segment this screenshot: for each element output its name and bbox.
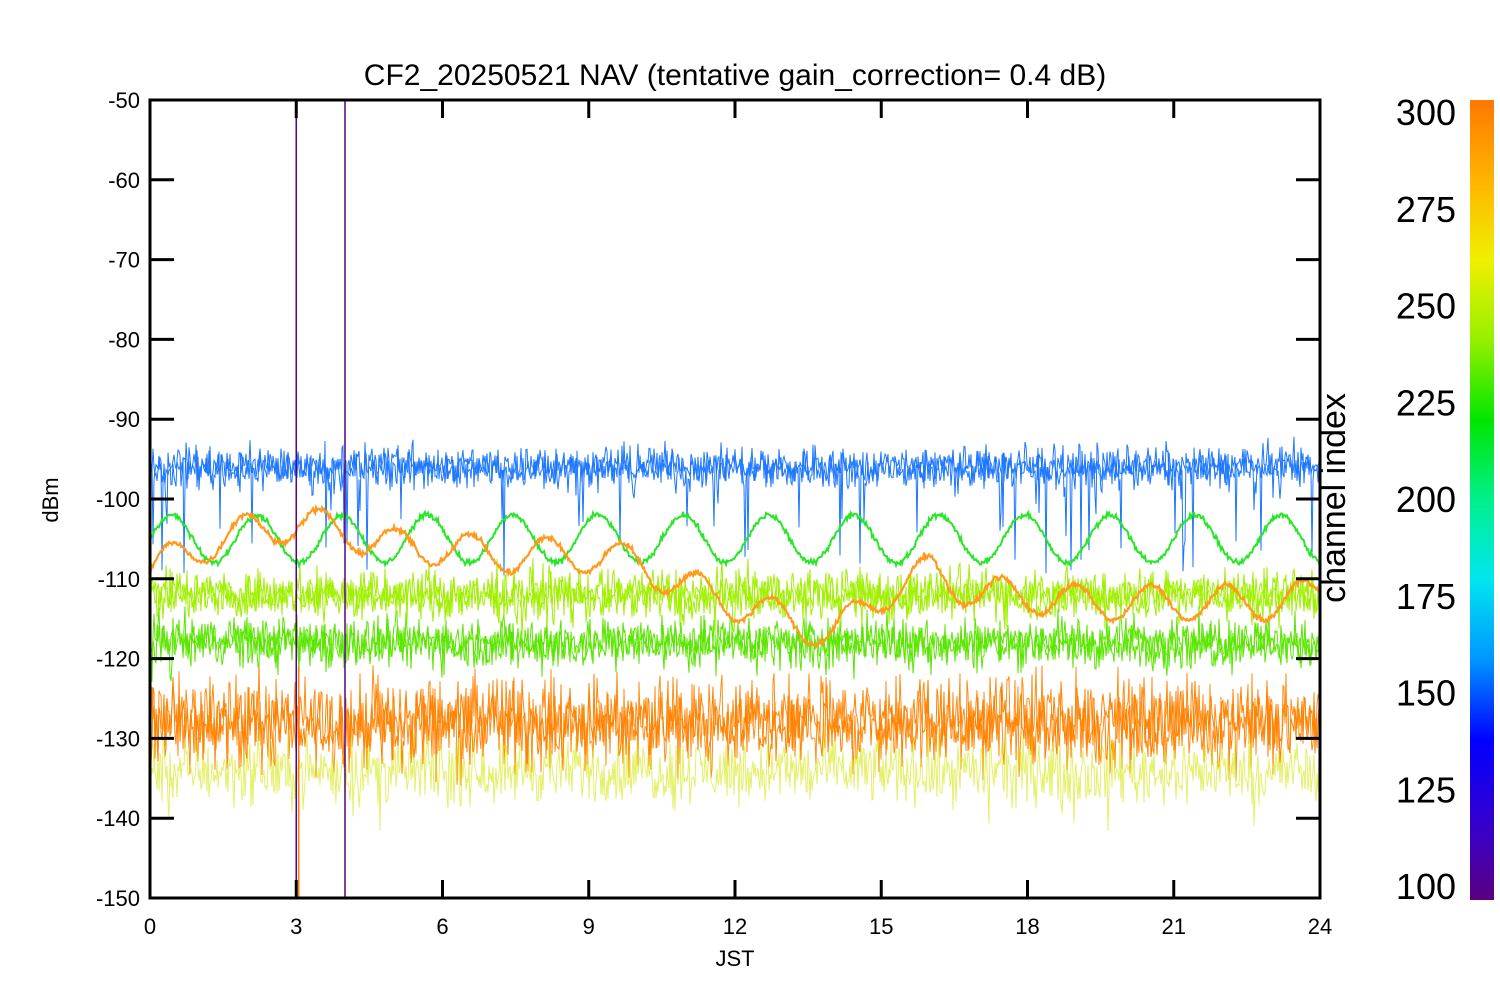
x-tick-label: 21 xyxy=(1162,914,1186,939)
colorbar-tick-label: 125 xyxy=(1396,769,1456,810)
x-tick-label: 24 xyxy=(1308,914,1332,939)
colorbar-tick-label: 200 xyxy=(1396,479,1456,520)
x-tick-label: 3 xyxy=(290,914,302,939)
x-tick-label: 6 xyxy=(436,914,448,939)
y-tick-label: -60 xyxy=(108,168,140,193)
y-tick-label: -140 xyxy=(96,806,140,831)
colorbar-tick-label: 100 xyxy=(1396,866,1456,907)
colorbar-ticks: 300 275 250 225 200 175 150 125 100 xyxy=(1396,92,1456,907)
y-axis-label: dBm xyxy=(38,477,63,522)
y-tick-label: -120 xyxy=(96,647,140,672)
y-tick-label: -70 xyxy=(108,248,140,273)
x-tick-label: 18 xyxy=(1015,914,1039,939)
colorbar-tick-label: 275 xyxy=(1396,189,1456,230)
y-tick-label: -90 xyxy=(108,407,140,432)
y-tick-label: -110 xyxy=(98,567,140,592)
colorbar-tick-label: 250 xyxy=(1396,286,1456,327)
x-axis-label: JST xyxy=(715,946,754,971)
x-tick-label: 15 xyxy=(869,914,893,939)
x-tick-label: 0 xyxy=(144,914,156,939)
colorbar-tick-label: 150 xyxy=(1396,673,1456,714)
x-tick-label: 12 xyxy=(723,914,747,939)
axes: 0 3 6 9 12 15 18 21 24 -50 -60 -70 -80 -90 -100 -110 -12… xyxy=(96,88,1332,939)
colorbar-tick-label: 225 xyxy=(1396,382,1456,423)
y-tick-label: -80 xyxy=(108,327,140,352)
plot-area xyxy=(150,100,1320,898)
y-tick-label: -50 xyxy=(108,88,140,113)
y-tick-label: -100 xyxy=(96,487,140,512)
y-tick-label: -130 xyxy=(96,726,140,751)
y-tick-label: -150 xyxy=(96,886,140,911)
colorbar xyxy=(1470,100,1494,900)
x-tick-label: 9 xyxy=(583,914,595,939)
colorbar-tick-label: 300 xyxy=(1396,92,1456,133)
colorbar-tick-label: 175 xyxy=(1396,576,1456,617)
chart-title: CF2_20250521 NAV (tentative gain_correct… xyxy=(364,59,1106,92)
colorbar-label: channel index xyxy=(1315,393,1353,603)
